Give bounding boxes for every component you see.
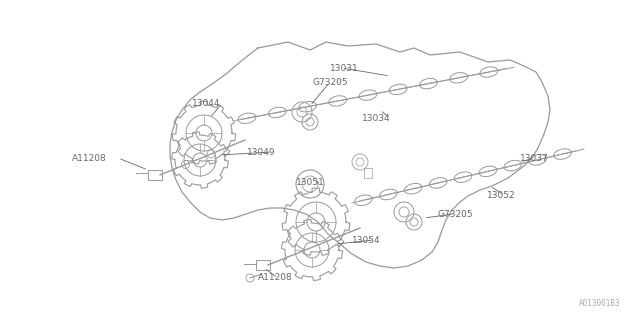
Text: 13052: 13052 [487,190,516,199]
Text: 13049: 13049 [247,148,276,156]
Text: G73205: G73205 [312,77,348,86]
Bar [148,170,162,180]
Bar [364,168,372,178]
Text: A11208: A11208 [258,274,292,283]
Text: 13034: 13034 [362,114,390,123]
Text: 13037: 13037 [520,154,548,163]
Text: 13051: 13051 [296,178,324,187]
Text: 13031: 13031 [330,63,359,73]
Text: 13054: 13054 [352,236,381,244]
Text: 13044: 13044 [192,99,221,108]
Bar [256,260,270,270]
Text: A11208: A11208 [72,154,107,163]
Text: A013001B3: A013001B3 [579,299,620,308]
Text: G73205: G73205 [437,210,472,219]
